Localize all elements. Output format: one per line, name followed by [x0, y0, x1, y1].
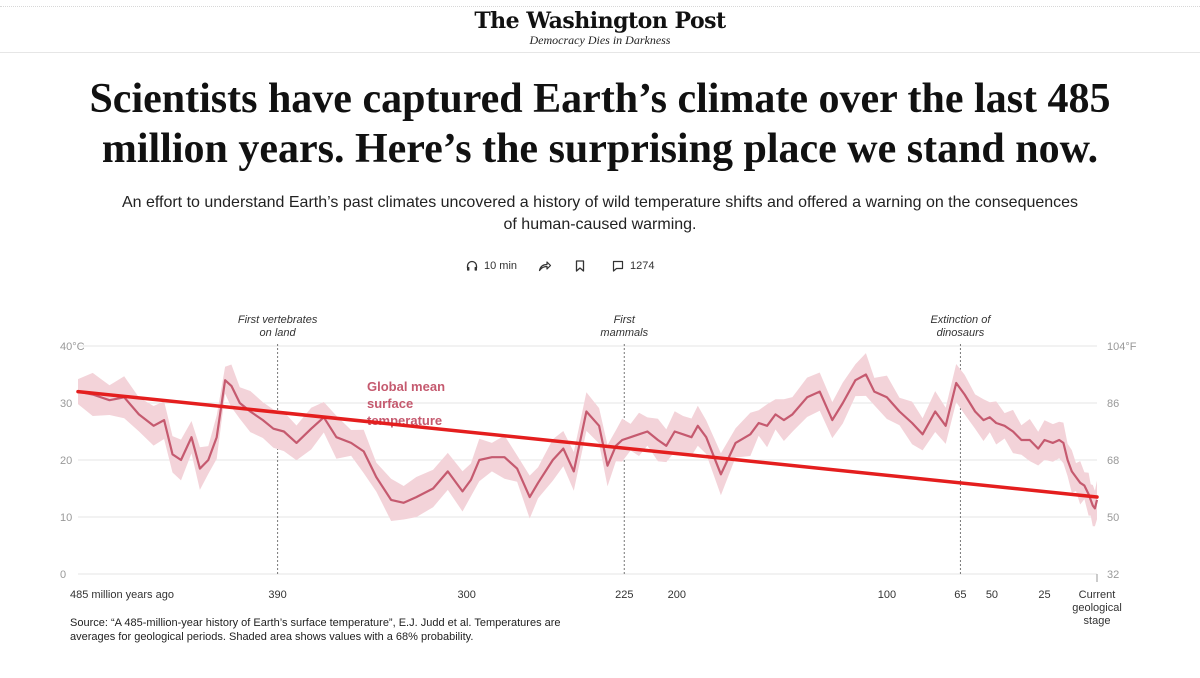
series-line-global-mean-temperature: [77, 373, 1099, 510]
chart-source: Source: “A 485-million-year history of E…: [70, 617, 561, 643]
article-actions: 10 min 1274: [0, 256, 1200, 276]
masthead-bar: The Washington Post Democracy Dies in Da…: [0, 0, 1200, 53]
annotation-label: Extinction of dinosaurs: [930, 314, 991, 339]
browser-edge: [0, 0, 1200, 7]
x-tick-label: 485 million years ago: [70, 589, 174, 601]
x-tick-label: 25: [1038, 589, 1050, 601]
y-tick-left: 40°C: [60, 341, 85, 353]
page-title: Scientists have captured Earth’s climate…: [89, 76, 1111, 172]
comment-icon: [612, 260, 624, 272]
trend-overlay-line: [76, 389, 1099, 499]
comments-count: 1274: [630, 260, 655, 272]
y-tick-left: 20: [60, 455, 72, 467]
series-label: Global mean surface temperature: [367, 379, 445, 428]
save-button[interactable]: [575, 256, 585, 276]
article-dek: An effort to understand Earth’s past cli…: [121, 194, 1079, 233]
y-tick-right: 68: [1107, 455, 1119, 467]
x-tick-label: 200: [668, 589, 686, 601]
masthead-tagline: Democracy Dies in Darkness: [529, 33, 671, 47]
x-tick-label: 390: [268, 589, 286, 601]
bookmark-icon: [575, 260, 585, 272]
y-tick-right: 32: [1107, 569, 1119, 581]
y-tick-left: 10: [60, 512, 72, 524]
x-tick-label: 65: [954, 589, 966, 601]
share-button[interactable]: [538, 256, 552, 276]
x-tick-label: Current geological stage: [1072, 589, 1122, 627]
temperature-chart: 0 10 20 30 40°C 32 50 68 86 104°F First vertebrate…: [60, 314, 1137, 627]
uncertainty-band: [78, 353, 1097, 527]
x-tick-label: 100: [878, 589, 896, 601]
masthead-logo[interactable]: The Washington Post: [474, 8, 726, 34]
y-tick-left: 0: [60, 569, 66, 581]
y-tick-right: 50: [1107, 512, 1119, 524]
share-icon: [538, 261, 552, 272]
x-tick-label: 50: [986, 589, 998, 601]
y-tick-left: 30: [60, 398, 72, 410]
listen-button[interactable]: 10 min: [466, 256, 517, 276]
comments-button[interactable]: 1274: [612, 256, 654, 276]
annotation-label: First vertebrates on land: [238, 314, 318, 339]
listen-duration: 10 min: [484, 260, 518, 272]
headphones-icon: [466, 260, 478, 271]
annotation-label: First mammals: [600, 314, 648, 339]
y-tick-right: 104°F: [1107, 341, 1137, 353]
x-tick-label: 225: [615, 589, 633, 601]
x-tick-label: 300: [458, 589, 476, 601]
y-tick-right: 86: [1107, 398, 1119, 410]
